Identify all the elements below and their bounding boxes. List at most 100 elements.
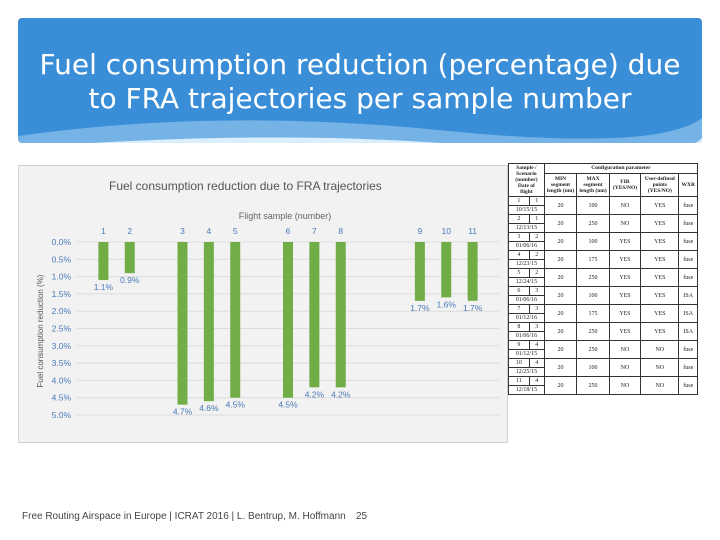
chart-x-ticks: 1 2 3 4 5 6 7 8 9 10 11 (101, 226, 477, 236)
bar-data-label: 1.7% (410, 303, 430, 313)
cell-max-seg: 175 (576, 304, 610, 323)
cell-date: 12/13/15 (508, 223, 545, 233)
cell-user-points: NO (640, 376, 680, 395)
bar-data-label: 4.2% (331, 389, 351, 399)
cell-scenario: 4 (528, 376, 545, 386)
cell-scenario: 2 (528, 268, 545, 278)
cell-weather: fuse (678, 376, 698, 395)
cell-max-seg: 250 (576, 322, 610, 341)
x-tick-label: 3 (180, 226, 185, 236)
x-tick-label: 9 (418, 226, 423, 236)
cell-sample: 5 (508, 268, 530, 278)
cell-date: 10/15/15 (508, 205, 545, 215)
table-row: 8 3 20 250 YES YES ISA (508, 322, 698, 341)
cell-fir: YES (608, 232, 642, 251)
cell-scenario: 3 (528, 286, 545, 296)
bar-data-label: 4.7% (173, 407, 193, 417)
header-weather: WXR (678, 172, 698, 198)
cell-min-seg: 20 (543, 340, 578, 359)
cell-min-seg: 20 (543, 322, 578, 341)
configuration-table-body: 1 1 20 100 NO YES fuse 10/15/15 2 1 20 250 NO YES fuse… (508, 196, 698, 395)
bar (309, 242, 320, 388)
cell-min-seg: 20 (543, 250, 578, 269)
header-min-seg: MIN segment length (nm) (543, 172, 578, 198)
cell-fir: NO (608, 214, 642, 233)
cell-user-points: YES (640, 196, 680, 215)
header-max-seg: MAX segment length (nm) (576, 172, 610, 198)
table-row: 7 3 20 175 YES YES ISA (508, 304, 698, 323)
cell-scenario: 4 (528, 358, 545, 368)
cell-fir: NO (608, 196, 642, 215)
bar-data-label: 4.5% (278, 400, 298, 410)
cell-min-seg: 20 (543, 214, 578, 233)
cell-max-seg: 175 (576, 250, 610, 269)
bar (414, 242, 425, 301)
cell-max-seg: 250 (576, 268, 610, 287)
cell-sample: 2 (508, 214, 530, 224)
cell-fir: YES (608, 322, 642, 341)
cell-max-seg: 100 (576, 232, 610, 251)
bar (283, 242, 293, 398)
footer-citation: Free Routing Airspace in Europe | ICRAT … (22, 511, 346, 522)
cell-min-seg: 20 (543, 358, 578, 377)
slide-title-line-2: to FRA trajectories per sample number (88, 82, 632, 115)
cell-weather: fuse (678, 232, 698, 251)
cell-min-seg: 20 (543, 304, 578, 323)
bar-chart-svg: Fuel consumption reduction due to FRA tr… (36, 179, 499, 420)
cell-date: 01/12/15 (508, 349, 545, 359)
cell-max-seg: 100 (576, 358, 610, 377)
cell-date: 12/23/15 (508, 259, 545, 269)
cell-weather: fuse (678, 358, 698, 377)
cell-date: 12/18/15 (508, 385, 545, 395)
header-fir: FIR (YES/NO) (608, 172, 642, 198)
banner-wave-decoration (18, 118, 702, 143)
cell-sample: 1 (508, 196, 530, 206)
bar-data-label: 4.2% (305, 389, 325, 399)
y-tick-label: 4.5% (52, 393, 72, 403)
x-tick-label: 6 (286, 226, 291, 236)
cell-date: 01/06/16 (508, 241, 545, 251)
cell-scenario: 2 (528, 232, 545, 242)
chart-y-axis-label: Fuel consumption reduction (%) (36, 274, 45, 387)
cell-max-seg: 250 (576, 376, 610, 395)
cell-weather: fuse (678, 268, 698, 287)
cell-user-points: YES (640, 232, 680, 251)
y-tick-label: 1.5% (52, 289, 72, 299)
table-row: 1 1 20 100 NO YES fuse (508, 196, 698, 215)
x-tick-label: 7 (312, 226, 317, 236)
bar (203, 242, 214, 402)
cell-user-points: YES (640, 250, 680, 269)
table-row: 10 4 20 100 NO NO fuse (508, 358, 698, 377)
cell-scenario: 3 (528, 304, 545, 314)
table-row: 9 4 20 250 NO NO fuse (508, 340, 698, 359)
cell-max-seg: 250 (576, 340, 610, 359)
cell-fir: YES (608, 304, 642, 323)
y-tick-label: 5.0% (52, 410, 72, 420)
cell-min-seg: 20 (543, 232, 578, 251)
cell-sample: 8 (508, 322, 530, 332)
y-tick-label: 3.5% (52, 358, 72, 368)
table-header-row: Sample / Scenario (number) Date of fligh… (508, 163, 699, 197)
cell-min-seg: 20 (543, 196, 578, 215)
bar-data-label: 0.9% (120, 275, 140, 285)
cell-weather: ISA (678, 286, 698, 305)
header-sample-label: Sample / Scenario (number) (515, 165, 538, 183)
cell-fir: NO (608, 376, 642, 395)
cell-sample: 7 (508, 304, 530, 314)
cell-sample: 10 (508, 358, 530, 368)
cell-date: 01/12/16 (508, 313, 545, 323)
y-tick-label: 0.5% (52, 254, 72, 264)
cell-fir: YES (608, 286, 642, 305)
chart-y-ticks: 0.0% 0.5% 1.0% 1.5% 2.0% 2.5% 3.0% 3.5% 4.0% 4.5%… (52, 237, 72, 420)
table-row-date: 12/18/15 (508, 385, 698, 395)
cell-fir: NO (608, 340, 642, 359)
cell-fir: YES (608, 268, 642, 287)
configuration-table: Sample / Scenario (number) Date of fligh… (508, 163, 699, 395)
bar-data-label: 1.6% (437, 299, 457, 309)
cell-scenario: 2 (528, 250, 545, 260)
y-tick-label: 2.0% (52, 306, 72, 316)
cell-min-seg: 20 (543, 268, 578, 287)
x-tick-label: 11 (468, 226, 477, 236)
x-tick-label: 4 (207, 226, 212, 236)
cell-sample: 3 (508, 232, 530, 242)
